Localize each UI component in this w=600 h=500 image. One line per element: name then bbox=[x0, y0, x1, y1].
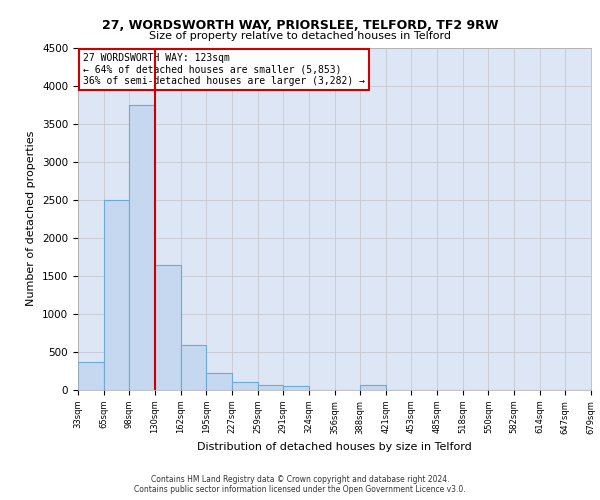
Bar bbox=[232, 382, 257, 390]
Bar bbox=[130, 104, 155, 390]
Bar bbox=[283, 386, 309, 390]
Bar bbox=[181, 345, 206, 390]
Bar bbox=[155, 265, 181, 390]
Y-axis label: Number of detached properties: Number of detached properties bbox=[26, 131, 37, 306]
Bar bbox=[104, 200, 130, 390]
Bar bbox=[78, 362, 104, 390]
Bar bbox=[257, 386, 283, 390]
Text: Contains HM Land Registry data © Crown copyright and database right 2024.
Contai: Contains HM Land Registry data © Crown c… bbox=[134, 474, 466, 494]
Text: Size of property relative to detached houses in Telford: Size of property relative to detached ho… bbox=[149, 31, 451, 41]
X-axis label: Distribution of detached houses by size in Telford: Distribution of detached houses by size … bbox=[197, 442, 472, 452]
Text: 27 WORDSWORTH WAY: 123sqm
← 64% of detached houses are smaller (5,853)
36% of se: 27 WORDSWORTH WAY: 123sqm ← 64% of detac… bbox=[83, 52, 365, 86]
Text: 27, WORDSWORTH WAY, PRIORSLEE, TELFORD, TF2 9RW: 27, WORDSWORTH WAY, PRIORSLEE, TELFORD, … bbox=[102, 19, 498, 32]
Bar bbox=[206, 374, 232, 390]
Bar bbox=[360, 386, 386, 390]
